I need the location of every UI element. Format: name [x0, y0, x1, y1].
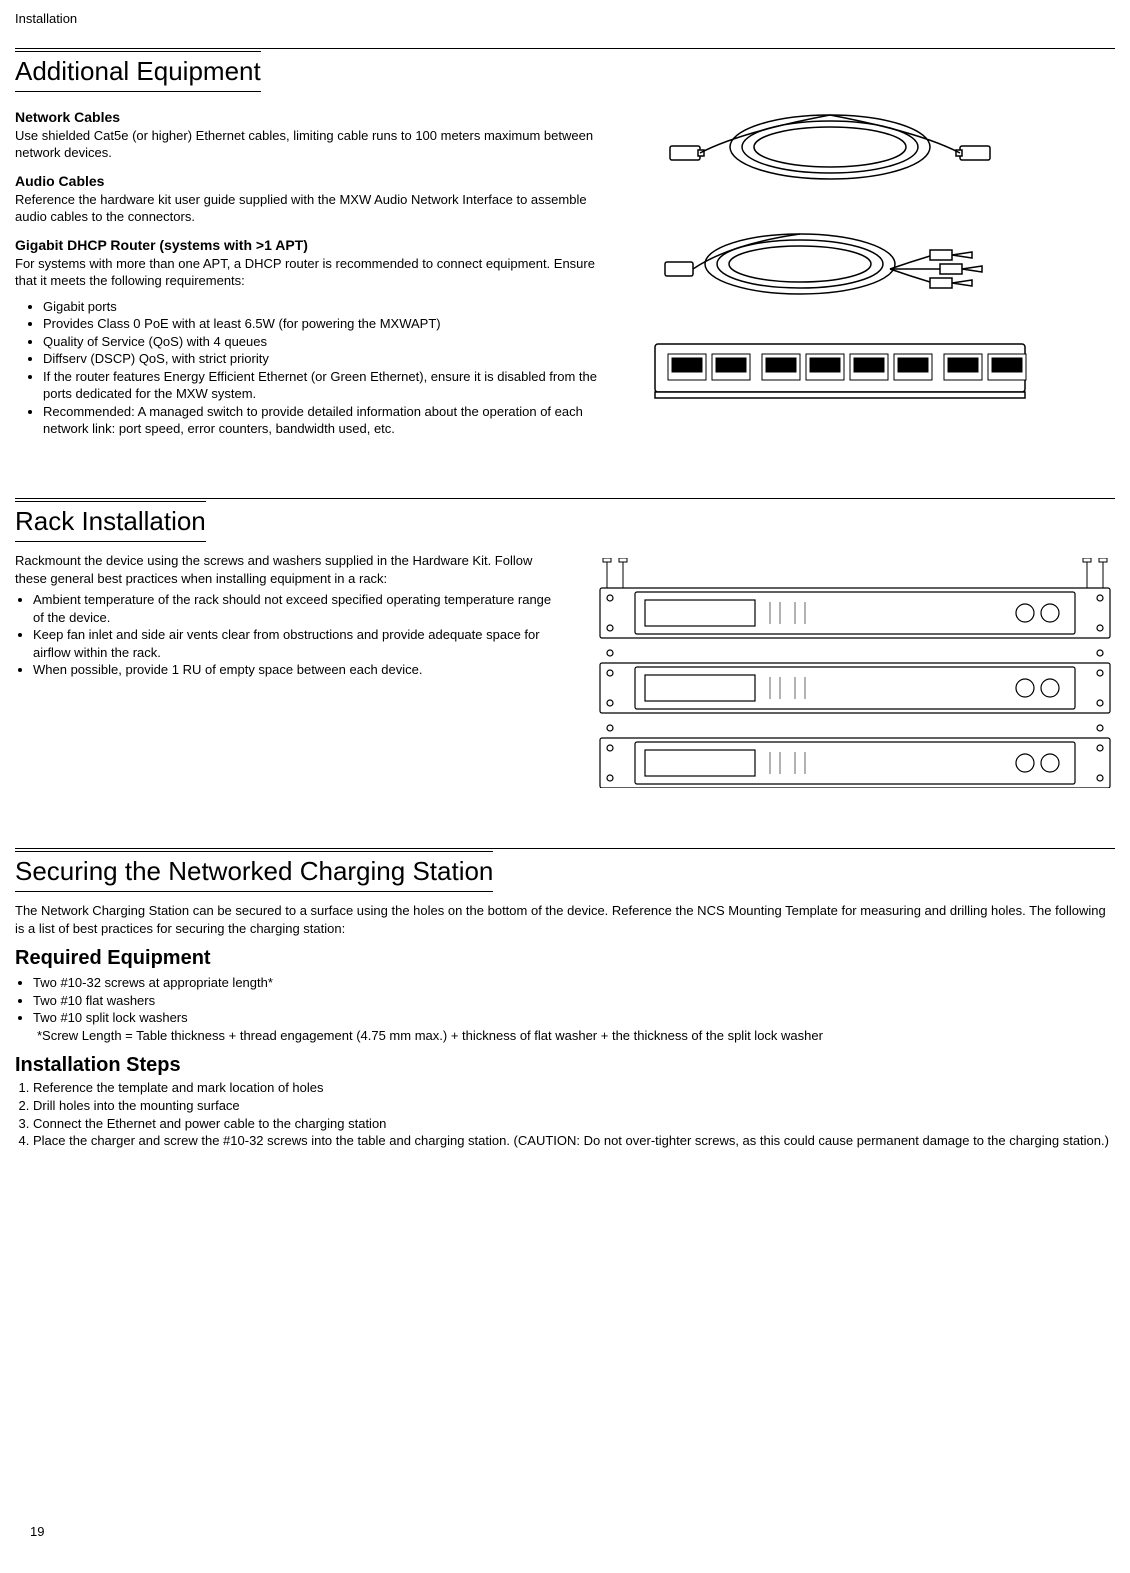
installation-steps-list: Reference the template and mark location…	[15, 1079, 1115, 1149]
list-item: Quality of Service (QoS) with 4 queues	[43, 333, 620, 351]
section-title-additional: Additional Equipment	[15, 51, 261, 92]
list-item: Keep fan inlet and side air vents clear …	[33, 626, 565, 661]
list-item: Connect the Ethernet and power cable to …	[33, 1115, 1115, 1133]
heading-audio-cables: Audio Cables	[15, 172, 620, 191]
heading-installation-steps: Installation Steps	[15, 1052, 1115, 1079]
text-router-intro: For systems with more than one APT, a DH…	[15, 255, 620, 290]
network-switch-icon	[650, 336, 1030, 406]
list-item: Recommended: A managed switch to provide…	[43, 403, 620, 438]
illustrations-column	[650, 102, 1115, 438]
page-header: Installation	[15, 10, 1115, 28]
heading-required-equipment: Required Equipment	[15, 945, 1115, 972]
section-ncs: Securing the Networked Charging Station …	[15, 848, 1115, 1150]
ncs-intro: The Network Charging Station can be secu…	[15, 902, 1115, 937]
list-item: Provides Class 0 PoE with at least 6.5W …	[43, 315, 620, 333]
rack-units-icon	[595, 558, 1115, 788]
list-item: Gigabit ports	[43, 298, 620, 316]
list-item: Diffserv (DSCP) QoS, with strict priorit…	[43, 350, 620, 368]
audio-cable-icon	[650, 214, 1010, 324]
list-item: Drill holes into the mounting surface	[33, 1097, 1115, 1115]
list-item: Two #10 split lock washers	[33, 1009, 1115, 1027]
page-number: 19	[30, 1523, 44, 1541]
rack-bullets: Ambient temperature of the rack should n…	[15, 591, 565, 679]
list-item: Reference the template and mark location…	[33, 1079, 1115, 1097]
section-additional-equipment: Additional Equipment Network Cables Use …	[15, 48, 1115, 438]
list-item: When possible, provide 1 RU of empty spa…	[33, 661, 565, 679]
screw-length-footnote: *Screw Length = Table thickness + thread…	[37, 1027, 1115, 1045]
required-equipment-list: Two #10-32 screws at appropriate length*…	[15, 974, 1115, 1027]
list-item: If the router features Energy Efficient …	[43, 368, 620, 403]
heading-network-cables: Network Cables	[15, 108, 620, 127]
list-item: Two #10 flat washers	[33, 992, 1115, 1010]
list-item: Place the charger and screw the #10-32 s…	[33, 1132, 1115, 1150]
section-title-rack: Rack Installation	[15, 501, 206, 542]
coiled-cable-icon	[650, 102, 1010, 202]
list-item: Two #10-32 screws at appropriate length*	[33, 974, 1115, 992]
rack-illustration	[595, 558, 1115, 788]
section-title-ncs: Securing the Networked Charging Station	[15, 851, 493, 892]
text-audio-cables: Reference the hardware kit user guide su…	[15, 191, 620, 226]
list-item: Ambient temperature of the rack should n…	[33, 591, 565, 626]
rack-intro: Rackmount the device using the screws an…	[15, 552, 565, 587]
text-network-cables: Use shielded Cat5e (or higher) Ethernet …	[15, 127, 620, 162]
section-rack-installation: Rack Installation Rackmount the device u…	[15, 498, 1115, 788]
router-requirements-list: Gigabit ports Provides Class 0 PoE with …	[15, 298, 620, 438]
heading-router: Gigabit DHCP Router (systems with >1 APT…	[15, 236, 620, 255]
breadcrumb: Installation	[15, 11, 77, 26]
